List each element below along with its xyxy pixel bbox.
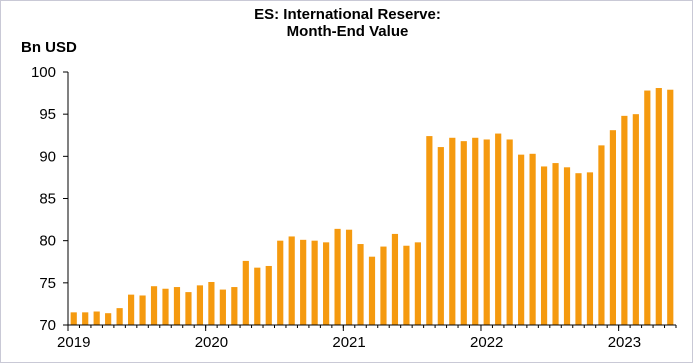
bar	[598, 145, 605, 325]
bar	[540, 166, 548, 325]
bar	[242, 260, 249, 325]
x-tick-label: 2023	[608, 334, 641, 351]
bar	[483, 139, 490, 325]
bar	[150, 286, 158, 325]
bar	[288, 236, 295, 325]
bar	[529, 153, 536, 325]
bar	[632, 114, 639, 325]
y-tick-label: 100	[31, 64, 56, 81]
bar	[552, 163, 559, 325]
chart-title: ES: International Reserve: Month-End Val…	[1, 6, 693, 40]
chart-title-line-2: Month-End Value	[286, 23, 409, 40]
bar	[414, 242, 421, 325]
bar	[437, 147, 444, 325]
bar	[334, 228, 341, 325]
bar	[116, 308, 123, 325]
x-tick-label: 2019	[57, 334, 90, 351]
bar	[105, 313, 112, 325]
bar	[644, 90, 651, 325]
y-tick-label: 90	[39, 148, 56, 165]
bar	[128, 294, 135, 325]
bar	[472, 137, 479, 325]
bar	[323, 242, 330, 325]
bar	[345, 229, 353, 325]
bar	[357, 244, 364, 325]
bar	[575, 173, 582, 325]
bar	[380, 246, 387, 325]
bar	[506, 139, 513, 325]
bar	[391, 233, 399, 325]
bar	[655, 88, 662, 326]
bar	[460, 141, 467, 325]
bar	[609, 130, 616, 325]
bar	[139, 295, 146, 325]
bar	[368, 256, 376, 325]
bar	[311, 240, 318, 325]
bar	[563, 167, 571, 325]
y-tick-label: 70	[39, 317, 56, 334]
y-tick-label: 75	[39, 275, 56, 292]
y-axis-label: Bn USD	[21, 39, 77, 56]
bar	[173, 287, 181, 325]
x-tick-label: 2022	[470, 334, 503, 351]
bar	[667, 89, 674, 326]
bar	[70, 312, 77, 325]
bar	[208, 281, 215, 325]
bar	[403, 245, 410, 325]
bar	[185, 292, 192, 325]
y-tick-label: 80	[39, 233, 56, 250]
x-tick-label: 2021	[332, 334, 365, 351]
bar	[265, 265, 272, 325]
bar	[621, 115, 628, 325]
bar	[449, 137, 456, 325]
x-tick-label: 2020	[195, 334, 228, 351]
bar	[300, 239, 307, 325]
y-tick-label: 85	[39, 191, 56, 208]
bar	[231, 287, 238, 325]
bar	[82, 312, 89, 325]
bar	[254, 267, 261, 325]
bar	[162, 288, 169, 325]
bar	[277, 240, 284, 325]
bar	[219, 289, 226, 325]
chart-title-line-1: ES: International Reserve:	[254, 6, 441, 23]
bar	[196, 285, 204, 325]
bar	[518, 154, 525, 325]
bar	[93, 311, 100, 325]
bar	[426, 136, 433, 325]
bar	[586, 172, 594, 325]
bar	[495, 133, 502, 325]
y-tick-label: 95	[39, 106, 56, 123]
